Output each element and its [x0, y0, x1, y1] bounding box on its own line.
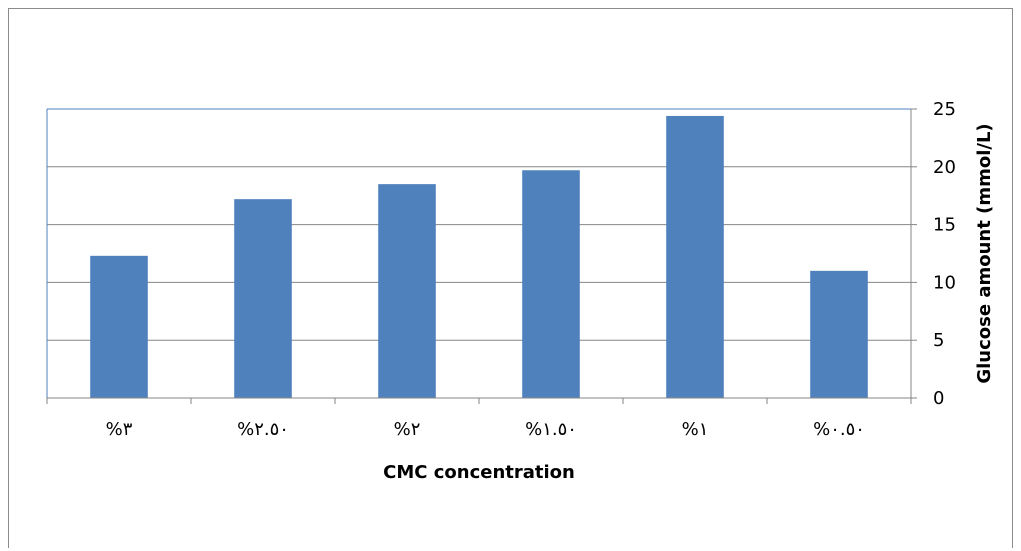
y-tick-label: 25 — [933, 99, 956, 120]
y-axis-title: Glucose amount (mmol/L) — [974, 123, 995, 383]
x-tick-label: %٢ — [394, 419, 421, 440]
gridlines — [47, 166, 911, 341]
y-tick-label: 15 — [933, 215, 956, 236]
bar — [378, 184, 436, 398]
axes — [46, 108, 917, 404]
bars — [90, 115, 868, 398]
bar — [810, 270, 868, 398]
x-tick-label: %١.٥٠ — [525, 419, 577, 440]
x-tick-label: %١ — [682, 419, 709, 440]
y-tick-labels: 0 5 10 15 20 25 — [933, 99, 956, 409]
x-axis-title: CMC concentration — [383, 462, 575, 483]
bar — [666, 115, 724, 398]
bar — [234, 199, 292, 398]
y-tick-label: 10 — [933, 272, 956, 293]
x-tick-label: %٠.٥٠ — [813, 419, 865, 440]
x-tick-label: %٣ — [106, 419, 133, 440]
bar — [522, 170, 580, 398]
y-tick-label: 0 — [933, 388, 944, 409]
x-tick-labels: %٣ %٢.٥٠ %٢ %١.٥٠ %١ %٠.٥٠ — [106, 419, 865, 440]
y-tick-label: 5 — [933, 330, 944, 351]
bar — [90, 255, 148, 398]
y-tick-label: 20 — [933, 157, 956, 178]
x-tick-label: %٢.٥٠ — [237, 419, 289, 440]
